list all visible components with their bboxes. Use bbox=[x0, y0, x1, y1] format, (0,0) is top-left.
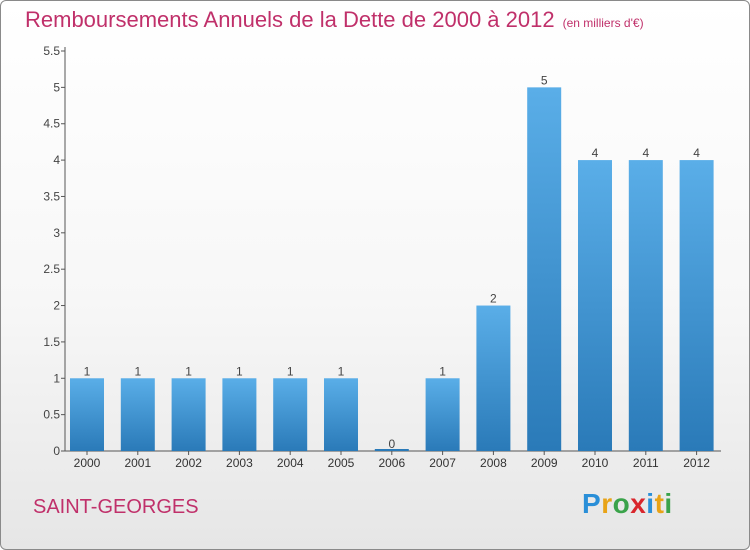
x-tick-label: 2012 bbox=[683, 456, 710, 470]
y-tick-label: 2 bbox=[53, 299, 60, 313]
x-tick-label: 2000 bbox=[74, 456, 101, 470]
bar bbox=[628, 160, 663, 451]
y-tick-label: 4.5 bbox=[43, 117, 60, 131]
x-tick-label: 2005 bbox=[328, 456, 355, 470]
bar-value-label: 1 bbox=[287, 364, 294, 378]
chart-title-text: Remboursements Annuels de la Dette de 20… bbox=[25, 7, 555, 32]
bar bbox=[476, 305, 511, 451]
bar-value-label: 4 bbox=[693, 146, 700, 160]
bar-value-label: 1 bbox=[338, 364, 345, 378]
x-tick-label: 2003 bbox=[226, 456, 253, 470]
commune-name: SAINT-GEORGES bbox=[33, 496, 199, 518]
bar bbox=[222, 378, 257, 451]
y-tick-label: 5.5 bbox=[43, 44, 60, 58]
bar-value-label: 2 bbox=[490, 292, 497, 306]
x-tick-label: 2001 bbox=[124, 456, 151, 470]
y-tick-label: 0 bbox=[53, 444, 60, 458]
y-tick-label: 5 bbox=[53, 80, 60, 94]
bar bbox=[171, 378, 206, 451]
bar-value-label: 1 bbox=[439, 364, 446, 378]
y-tick-label: 1.5 bbox=[43, 335, 60, 349]
bar-value-label: 1 bbox=[185, 364, 192, 378]
y-tick-label: 0.5 bbox=[43, 408, 60, 422]
y-tick-label: 1 bbox=[53, 371, 60, 385]
bar bbox=[324, 378, 358, 451]
x-tick-label: 2006 bbox=[378, 456, 405, 470]
x-tick-label: 2011 bbox=[633, 456, 659, 470]
y-tick-label: 2.5 bbox=[43, 262, 60, 276]
bar bbox=[679, 160, 714, 451]
bar bbox=[527, 87, 562, 451]
bar-value-label: 1 bbox=[236, 364, 243, 378]
x-tick-label: 2007 bbox=[429, 456, 456, 470]
x-tick-label: 2004 bbox=[277, 456, 304, 470]
bar-value-label: 1 bbox=[84, 364, 91, 378]
x-tick-label: 2002 bbox=[175, 456, 202, 470]
bar-value-label: 4 bbox=[642, 146, 649, 160]
bar bbox=[273, 378, 308, 451]
x-tick-label: 2009 bbox=[531, 456, 558, 470]
proxiti-logo: Proxiti bbox=[582, 488, 673, 519]
bar bbox=[120, 378, 155, 451]
bar-value-label: 4 bbox=[592, 146, 599, 160]
bar bbox=[70, 378, 104, 451]
x-tick-label: 2008 bbox=[480, 456, 507, 470]
y-tick-label: 4 bbox=[53, 153, 60, 167]
y-tick-label: 3 bbox=[53, 226, 60, 240]
chart-unit: (en milliers d'€) bbox=[562, 16, 644, 30]
bar bbox=[425, 378, 460, 451]
y-tick-label: 3.5 bbox=[43, 189, 60, 203]
chart-title: Remboursements Annuels de la Dette de 20… bbox=[25, 7, 644, 33]
bar-value-label: 5 bbox=[541, 73, 548, 87]
bar-value-label: 1 bbox=[134, 364, 141, 378]
bar bbox=[578, 160, 612, 451]
bar-value-label: 0 bbox=[388, 437, 395, 451]
x-tick-label: 2010 bbox=[582, 456, 609, 470]
